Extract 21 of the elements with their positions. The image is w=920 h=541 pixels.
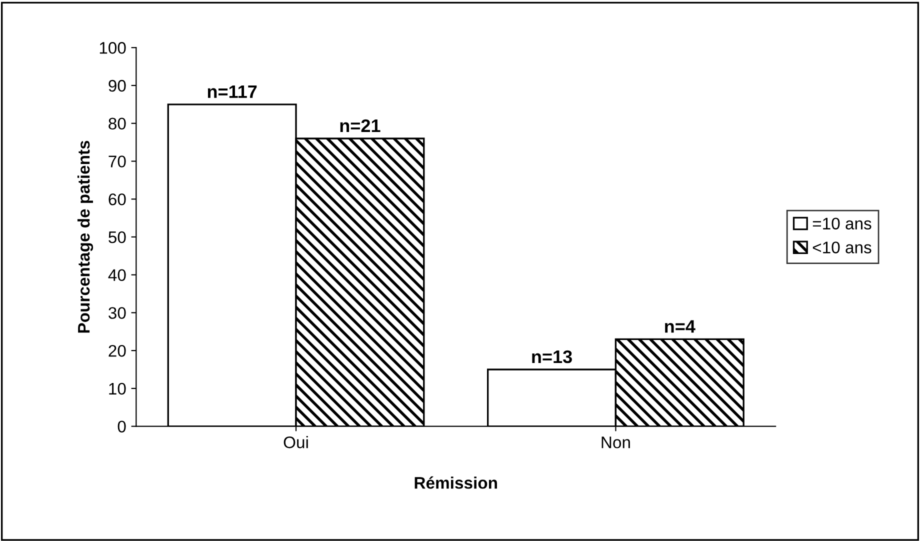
y-tick-label: 50	[108, 231, 126, 244]
y-tick-label: 90	[108, 80, 126, 92]
y-tick-label: 80	[108, 118, 126, 130]
x-tick-label: Non	[602, 436, 630, 448]
y-tick-label: 100	[100, 42, 126, 54]
y-tick-label: 10	[109, 382, 126, 395]
x-tick-label: Oui	[284, 436, 308, 448]
legend-label: =10 ans	[812, 218, 872, 230]
annotation: n=117	[208, 85, 257, 98]
y-tick-label: 20	[108, 344, 126, 357]
annotation: n=4	[665, 320, 696, 333]
y-tick-label: 0	[118, 420, 126, 433]
annotation: n=13	[532, 350, 572, 364]
legend-label: <10 ans	[812, 242, 872, 254]
y-tick-label: 60	[108, 193, 126, 206]
y-axis-title: Pourcentage de patients	[77, 140, 94, 333]
y-tick-label: 30	[108, 307, 126, 319]
annotation: n=21	[340, 119, 380, 132]
y-tick-label: 40	[108, 269, 126, 282]
x-axis-title: Rémission	[414, 476, 497, 489]
y-tick-label: 70	[108, 156, 126, 168]
